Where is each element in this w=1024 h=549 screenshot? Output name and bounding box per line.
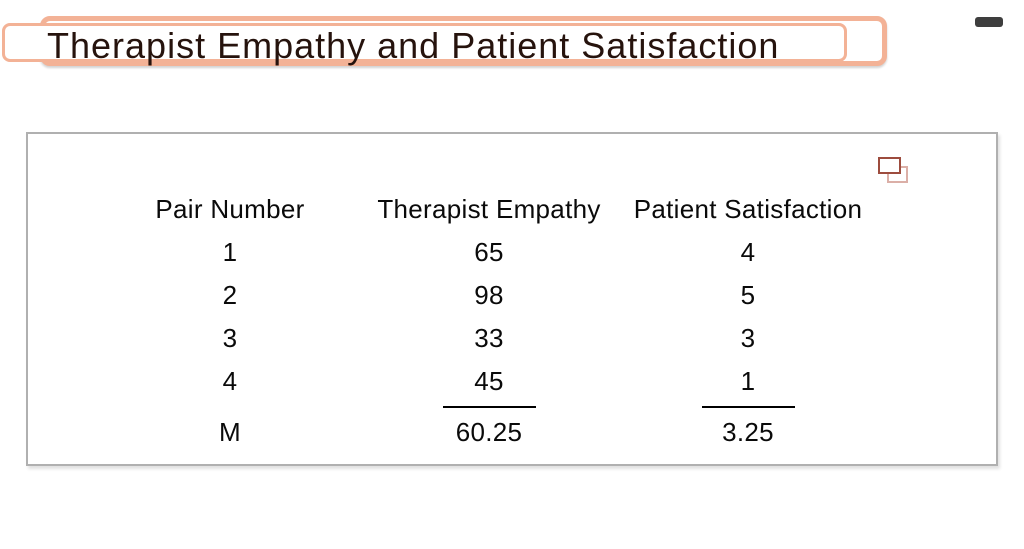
table-cell-empathy: 65 [474, 237, 504, 267]
table-card: Pair Number Therapist Empathy Patient Sa… [26, 132, 998, 466]
data-table: Pair Number Therapist Empathy Patient Sa… [90, 188, 888, 454]
table-cell-pair: 3 [222, 323, 238, 353]
table-cell-pair: 2 [222, 280, 238, 310]
table-cell-empathy: 98 [474, 280, 504, 310]
table-cell-empathy: 33 [474, 323, 504, 353]
column-header-pair-number: Pair Number [155, 194, 305, 224]
mean-row-label: M [219, 417, 241, 447]
sum-line-spacer [90, 403, 370, 411]
table-cell-satisfaction: 3 [740, 323, 756, 353]
sum-line-empathy [370, 403, 608, 411]
table-cell-pair: 4 [222, 366, 238, 396]
table-cell-empathy: 45 [474, 366, 504, 396]
column-header-therapist-empathy: Therapist Empathy [377, 194, 601, 224]
sum-line [701, 406, 795, 408]
minimize-bar-icon[interactable] [975, 17, 1003, 27]
table-cell-satisfaction: 5 [740, 280, 756, 310]
table-cell-satisfaction: 4 [740, 237, 756, 267]
page-title: Therapist Empathy and Patient Satisfacti… [47, 25, 780, 66]
front-rectangle-icon [878, 157, 901, 174]
sum-line-satisfaction [608, 403, 888, 411]
title-frame-inner [2, 23, 847, 62]
sum-line [442, 406, 536, 408]
table-cell-satisfaction: 1 [740, 366, 756, 396]
column-header-patient-satisfaction: Patient Satisfaction [633, 194, 863, 224]
mean-satisfaction-value: 3.25 [722, 417, 774, 447]
table-cell-pair: 1 [222, 237, 238, 267]
mean-empathy-value: 60.25 [455, 417, 523, 447]
bring-forward-icon[interactable] [878, 157, 910, 185]
